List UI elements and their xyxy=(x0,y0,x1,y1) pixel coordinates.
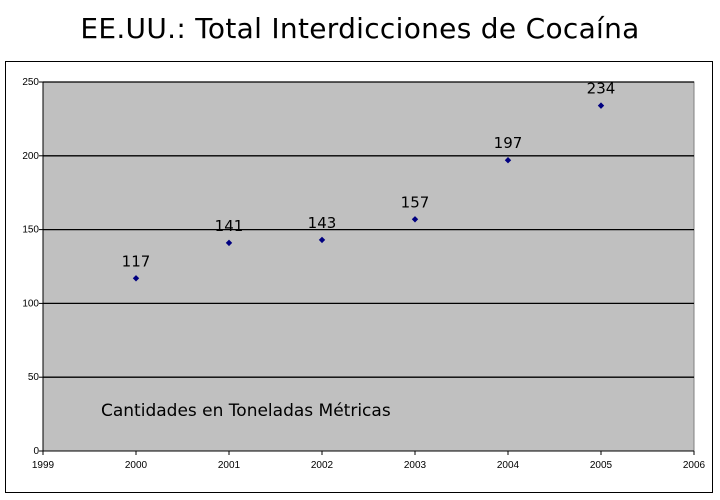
data-label-2002: 143 xyxy=(308,214,337,232)
data-point-2004 xyxy=(504,157,512,164)
chart-title: EE.UU.: Total Interdicciones de Cocaína xyxy=(80,12,640,45)
y-tick-label: 200 xyxy=(22,151,39,162)
x-tick-label: 2001 xyxy=(218,460,241,471)
y-tick-label: 50 xyxy=(28,372,40,383)
data-point-2002 xyxy=(318,236,326,244)
y-axis-ticks: 0 50 100 150 200 250 xyxy=(22,77,43,457)
data-label-2000: 117 xyxy=(122,252,151,270)
data-point-2003 xyxy=(411,216,419,223)
plot-area xyxy=(42,81,695,452)
chart-frame: 0 50 100 150 200 250 1999 2000 2001 2002 2003 2004… xyxy=(5,61,713,493)
data-points xyxy=(132,102,605,282)
data-point-2005 xyxy=(597,102,605,109)
x-tick-label: 2002 xyxy=(311,460,334,471)
units-annotation: Cantidades en Toneladas Métricas xyxy=(101,401,391,421)
y-tick-label: 250 xyxy=(22,77,39,88)
y-tick-label: 0 xyxy=(33,446,39,457)
data-point-2001 xyxy=(225,239,233,247)
data-label-2005: 234 xyxy=(587,80,616,98)
data-labels: 117 141 143 157 197 234 xyxy=(122,80,616,271)
data-label-2004: 197 xyxy=(494,134,523,152)
x-tick-label: 1999 xyxy=(32,460,55,471)
gridlines xyxy=(43,81,694,378)
scatter-chart: 0 50 100 150 200 250 1999 2000 2001 2002 2003 2004… xyxy=(22,77,706,471)
data-label-2001: 141 xyxy=(215,217,244,235)
x-tick-label: 2003 xyxy=(404,460,427,471)
x-tick-label: 2005 xyxy=(590,460,613,471)
x-axis-ticks: 1999 2000 2001 2002 2003 2004 2005 2006 xyxy=(32,451,706,471)
y-tick-label: 150 xyxy=(22,225,39,236)
data-label-2003: 157 xyxy=(401,193,430,211)
y-tick-label: 100 xyxy=(22,298,39,309)
x-tick-label: 2000 xyxy=(125,460,148,471)
x-tick-label: 2004 xyxy=(497,460,520,471)
data-point-2000 xyxy=(132,275,140,282)
axes xyxy=(42,82,694,452)
x-tick-label: 2006 xyxy=(683,460,706,471)
